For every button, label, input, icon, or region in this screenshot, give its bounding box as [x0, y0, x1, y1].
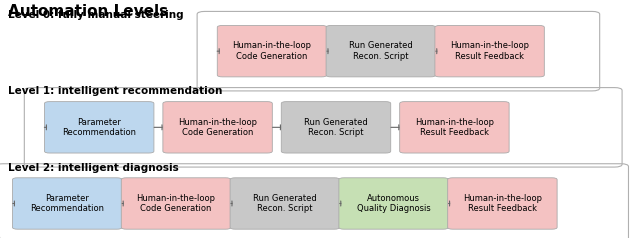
Text: Run Generated
Recon. Script: Run Generated Recon. Script — [304, 118, 368, 137]
Text: Human-in-the-loop
Code Generation: Human-in-the-loop Code Generation — [136, 194, 216, 213]
Text: Level 2: intelligent diagnosis: Level 2: intelligent diagnosis — [8, 163, 179, 173]
FancyBboxPatch shape — [448, 178, 557, 229]
Text: Human-in-the-loop
Code Generation: Human-in-the-loop Code Generation — [232, 41, 312, 61]
Text: Level 1: intelligent recommendation: Level 1: intelligent recommendation — [8, 86, 222, 96]
Text: Human-in-the-loop
Result Feedback: Human-in-the-loop Result Feedback — [450, 41, 529, 61]
Text: Parameter
Recommendation: Parameter Recommendation — [30, 194, 104, 213]
Text: Human-in-the-loop
Result Feedback: Human-in-the-loop Result Feedback — [463, 194, 542, 213]
FancyBboxPatch shape — [163, 102, 273, 153]
FancyBboxPatch shape — [12, 178, 122, 229]
FancyBboxPatch shape — [339, 178, 448, 229]
FancyBboxPatch shape — [399, 102, 509, 153]
Text: Parameter
Recommendation: Parameter Recommendation — [62, 118, 136, 137]
FancyBboxPatch shape — [435, 25, 545, 77]
Text: Run Generated
Recon. Script: Run Generated Recon. Script — [253, 194, 317, 213]
FancyBboxPatch shape — [282, 102, 390, 153]
Text: Level 0: fully manual steering: Level 0: fully manual steering — [8, 10, 183, 20]
Text: Automation Levels: Automation Levels — [8, 4, 168, 19]
FancyBboxPatch shape — [217, 25, 326, 77]
Text: Autonomous
Quality Diagnosis: Autonomous Quality Diagnosis — [356, 194, 431, 213]
Text: Human-in-the-loop
Code Generation: Human-in-the-loop Code Generation — [178, 118, 257, 137]
FancyBboxPatch shape — [45, 102, 154, 153]
Text: Run Generated
Recon. Script: Run Generated Recon. Script — [349, 41, 413, 61]
FancyBboxPatch shape — [122, 178, 231, 229]
Text: Human-in-the-loop
Result Feedback: Human-in-the-loop Result Feedback — [415, 118, 494, 137]
FancyBboxPatch shape — [326, 25, 435, 77]
FancyBboxPatch shape — [230, 178, 339, 229]
